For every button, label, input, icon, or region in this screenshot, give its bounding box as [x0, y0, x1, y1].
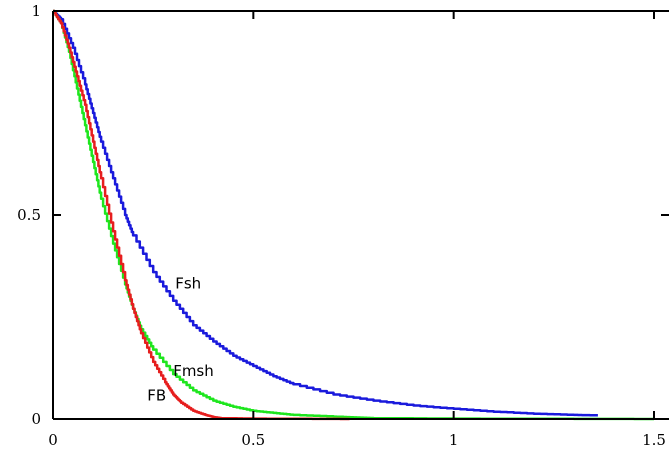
x-tick-label: 0.5 — [241, 431, 265, 449]
series-line-fmsh — [53, 9, 654, 421]
series-label-fmsh: Fmsh — [173, 362, 214, 380]
x-tick-label: 0 — [48, 431, 58, 449]
y-tick-label: 0 — [31, 410, 41, 428]
axis-layer: 0 0.5 1 1.5 0 0.5 1 — [17, 2, 669, 449]
y-tick-label: 0.5 — [17, 206, 41, 224]
x-tick-label: 1 — [449, 431, 459, 449]
series-line-fb — [53, 9, 350, 421]
series-layer — [53, 9, 654, 421]
series-label-fb: FB — [147, 387, 166, 405]
label-layer: Fsh Fmsh FB — [147, 274, 214, 404]
series-label-fsh: Fsh — [175, 274, 201, 292]
series-line-fsh — [53, 9, 598, 417]
x-tick-label: 1.5 — [642, 431, 666, 449]
y-tick-label: 1 — [31, 2, 41, 20]
